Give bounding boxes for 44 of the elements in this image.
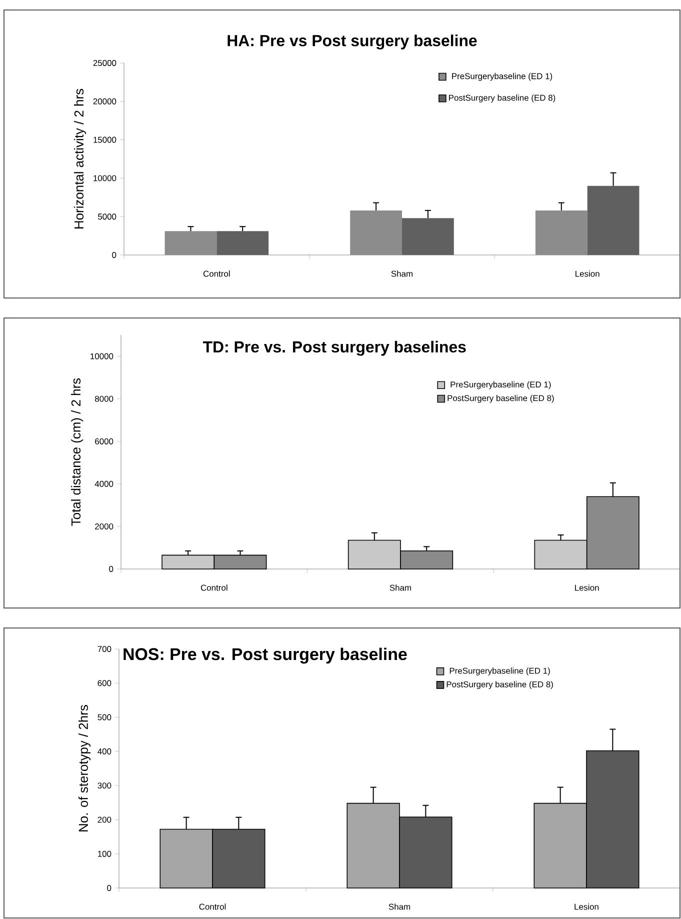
y-tick-label: 10000 bbox=[94, 175, 116, 182]
bar bbox=[164, 231, 217, 255]
y-tick-label: 0 bbox=[107, 885, 112, 891]
legend-label: PostSurgery baseline (ED 8) bbox=[449, 94, 556, 102]
y-tick-label: 15000 bbox=[94, 136, 116, 143]
y-tick-label: 6000 bbox=[95, 438, 114, 444]
y-tick-label: 10000 bbox=[90, 353, 114, 360]
y-tick-label: 100 bbox=[98, 850, 112, 857]
chart-title: TD: Pre vs. Post surgery baselines bbox=[202, 340, 466, 356]
legend-label: PreSurgerybaseline (ED 1) bbox=[450, 381, 551, 390]
y-tick-label: 5000 bbox=[98, 214, 116, 220]
bar bbox=[535, 210, 588, 255]
x-tick-label: Sham bbox=[391, 270, 413, 277]
y-tick-label: 200 bbox=[98, 816, 112, 823]
y-tick-label: 700 bbox=[98, 646, 112, 652]
x-tick-label: Lesion bbox=[576, 270, 600, 277]
y-tick-label: 300 bbox=[98, 782, 112, 789]
x-tick-label: Control bbox=[203, 270, 230, 277]
y-tick-label: 2000 bbox=[95, 523, 114, 530]
y-tick-label: 400 bbox=[98, 748, 112, 754]
y-axis-title: No. of sterotypy / 2hrs bbox=[78, 705, 91, 832]
x-tick-label: Lesion bbox=[575, 584, 599, 591]
y-tick-label: 500 bbox=[98, 714, 112, 720]
chart-title: NOS: Pre vs. Post surgery baseline bbox=[124, 648, 407, 664]
x-tick-label: Control bbox=[199, 904, 226, 910]
y-tick-label: 600 bbox=[98, 680, 112, 686]
bar bbox=[350, 210, 402, 255]
x-tick-label: Control bbox=[200, 584, 228, 591]
legend-label: PreSurgerybaseline (ED 1) bbox=[450, 668, 550, 676]
y-tick-label: 0 bbox=[109, 566, 114, 572]
y-tick-label: 0 bbox=[112, 252, 116, 258]
legend-label: PostSurgery baseline (ED 8) bbox=[446, 681, 553, 690]
y-tick-label: 4000 bbox=[94, 480, 114, 487]
y-axis-title: Horizontal activity / 2 hrs bbox=[74, 88, 86, 228]
y-tick-label: 8000 bbox=[95, 396, 114, 402]
legend-label: PostSurgery baseline (ED 8) bbox=[448, 394, 554, 403]
y-axis-title: Total distance (cm) / 2 hrs bbox=[71, 378, 84, 526]
y-tick-label: 20000 bbox=[93, 98, 116, 104]
y-tick-label: 25000 bbox=[93, 60, 116, 66]
x-tick-label: Sham bbox=[390, 584, 412, 591]
x-tick-label: Lesion bbox=[574, 904, 598, 910]
chart-title: HA: Pre vs Post surgery baseline bbox=[228, 34, 477, 50]
legend-label: PreSurgerybaseline (ED 1) bbox=[452, 72, 552, 81]
x-tick-label: Sham bbox=[388, 904, 410, 910]
